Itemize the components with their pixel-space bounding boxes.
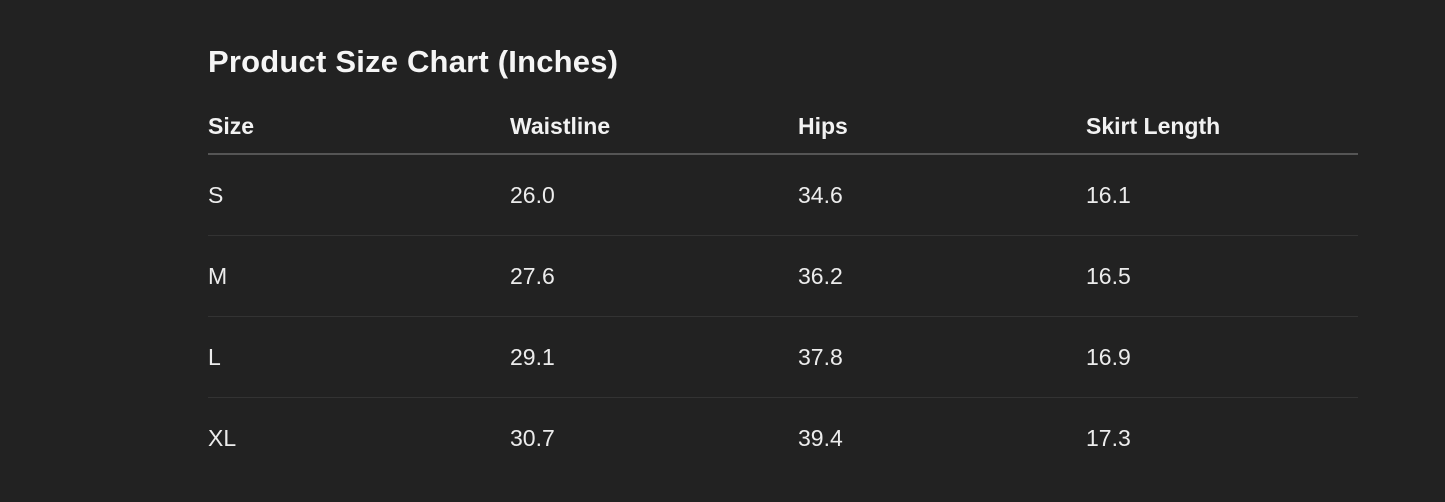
size-chart-table: Size Waistline Hips Skirt Length S 26.0 … bbox=[208, 100, 1358, 478]
cell-waistline: 29.1 bbox=[510, 316, 798, 398]
table-row: M 27.6 36.2 16.5 bbox=[208, 235, 1358, 317]
cell-size: M bbox=[208, 235, 510, 317]
cell-skirt-length: 16.5 bbox=[1086, 235, 1358, 317]
header-hips: Hips bbox=[798, 100, 1086, 155]
cell-hips: 36.2 bbox=[798, 235, 1086, 317]
cell-hips: 37.8 bbox=[798, 316, 1086, 398]
header-waistline: Waistline bbox=[510, 100, 798, 155]
header-skirt-length: Skirt Length bbox=[1086, 100, 1358, 155]
page-title: Product Size Chart (Inches) bbox=[208, 44, 619, 79]
header-size: Size bbox=[208, 100, 510, 155]
cell-waistline: 27.6 bbox=[510, 235, 798, 317]
table-row: L 29.1 37.8 16.9 bbox=[208, 316, 1358, 398]
cell-size: S bbox=[208, 154, 510, 236]
cell-skirt-length: 16.1 bbox=[1086, 154, 1358, 236]
cell-hips: 39.4 bbox=[798, 424, 843, 451]
cell-waistline: 26.0 bbox=[510, 154, 798, 236]
cell-skirt-length: 17.3 bbox=[1086, 424, 1131, 451]
cell-waistline: 30.7 bbox=[510, 424, 555, 451]
table-row: XL 30.7 39.4 17.3 bbox=[208, 398, 1358, 479]
cell-hips: 34.6 bbox=[798, 154, 1086, 236]
cell-size: L bbox=[208, 316, 510, 398]
table-row: S 26.0 34.6 16.1 bbox=[208, 154, 1358, 236]
cell-skirt-length: 16.9 bbox=[1086, 316, 1358, 398]
cell-size: XL bbox=[208, 424, 237, 451]
table-header-row: Size Waistline Hips Skirt Length bbox=[208, 100, 1358, 155]
